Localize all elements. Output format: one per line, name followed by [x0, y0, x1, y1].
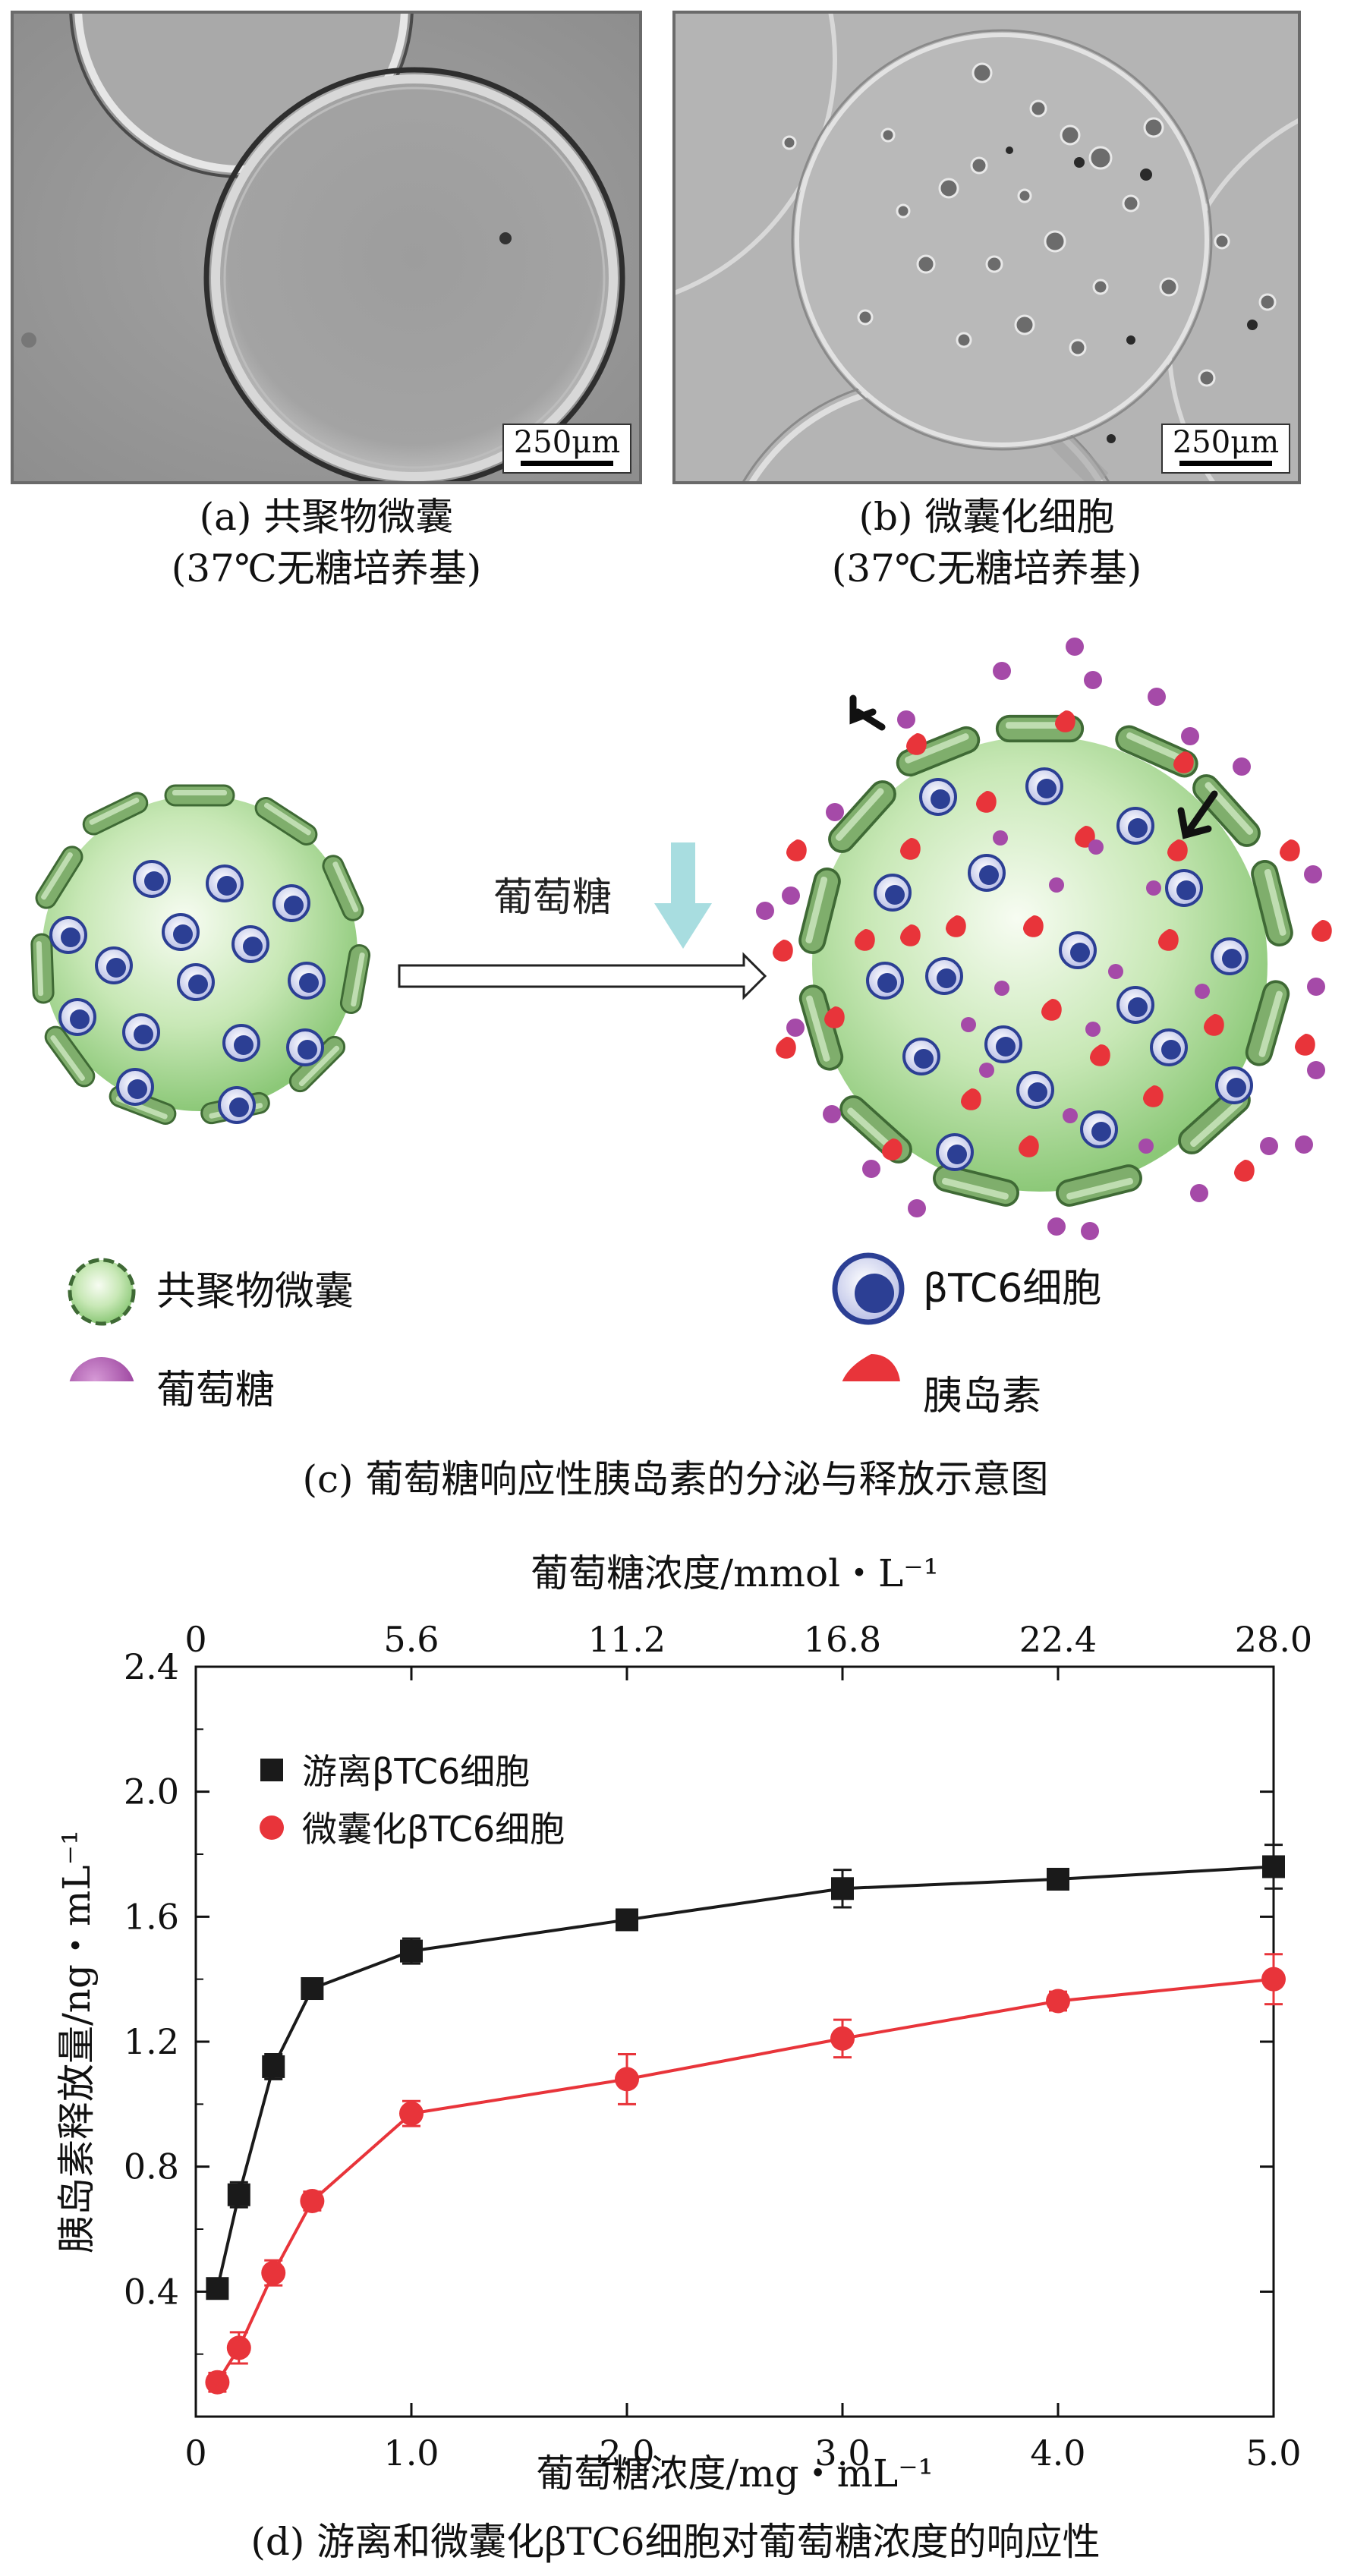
glucose-outside — [756, 638, 1325, 1240]
x-axis-title: 葡萄糖浓度/mg・mL⁻¹ — [536, 2452, 933, 2496]
legend-glucose-icon — [69, 1357, 134, 1381]
caption-a-line1: (a) 共聚物微囊 — [199, 495, 454, 539]
y-tick-label: 2.0 — [124, 1771, 179, 1812]
x2-tick-label: 11.2 — [588, 1619, 666, 1660]
data-point — [399, 2101, 424, 2126]
legend-cell-icon — [832, 1252, 905, 1325]
caption-d: (d) 游离和微囊化βTC6细胞对葡萄糖浓度的响应性 — [250, 2520, 1101, 2564]
scale-bar-b: 250μm — [1161, 424, 1290, 474]
legend-cell-label: βTC6细胞 — [923, 1266, 1102, 1312]
data-point — [1047, 1867, 1069, 1891]
data-point — [300, 2188, 325, 2213]
chart-series — [205, 1844, 1286, 2395]
glucose-inside — [961, 830, 1210, 1154]
transition-arrow — [398, 952, 767, 1000]
y-tick-label: 0.8 — [124, 2146, 179, 2187]
caption-b-line1: (b) 微囊化细胞 — [858, 495, 1115, 539]
caption-a-line2: (37℃无糖培养基) — [171, 546, 482, 590]
micrograph-b: 250μm — [672, 11, 1301, 484]
series-1 — [206, 1844, 1285, 2300]
x-tick-label: 1.0 — [383, 2433, 439, 2474]
y-tick-labels: 0.4 0.8 1.2 1.6 2.0 2.4 — [124, 1646, 179, 2312]
x2-axis-title: 葡萄糖浓度/mmol・L⁻¹ — [531, 1551, 938, 1595]
legend-marker — [260, 1759, 283, 1781]
data-point — [1261, 1967, 1286, 1992]
y-tick-label: 1.2 — [124, 2021, 179, 2062]
data-point — [205, 2370, 230, 2395]
caption-b-line2: (37℃无糖培养基) — [831, 546, 1142, 590]
legend-microcapsule-label: 共聚物微囊 — [156, 1269, 354, 1315]
caption-c: (c) 葡萄糖响应性胰岛素的分泌与释放示意图 — [302, 1457, 1049, 1501]
legend-glucose-label: 葡萄糖 — [156, 1368, 276, 1413]
enter-arrow — [1177, 790, 1218, 839]
x-tick-label: 5.0 — [1246, 2433, 1301, 2474]
x-tick-label: 2.0 — [599, 2433, 654, 2474]
schematic-c: 葡萄糖 — [30, 638, 1332, 1381]
x2-tick-label: 0 — [184, 1619, 206, 1660]
glucose-down-arrow — [654, 842, 712, 949]
arrow-label: 葡萄糖 — [493, 875, 612, 921]
x2-tick-label: 28.0 — [1235, 1619, 1312, 1660]
axis-ticks — [194, 1665, 1275, 2417]
micrograph-a: 250μm — [11, 11, 642, 484]
legend-insulin-label: 胰岛素 — [923, 1374, 1042, 1419]
data-point — [1262, 1855, 1285, 1878]
x-tick-label: 3.0 — [814, 2433, 870, 2474]
data-point — [1046, 1989, 1070, 2014]
series-line — [216, 1977, 1274, 2383]
y-tick-label: 2.4 — [124, 1646, 179, 1687]
x2-tick-label: 22.4 — [1019, 1619, 1097, 1660]
data-point — [261, 2260, 286, 2285]
y-axis-title: 胰岛素释放量/ng・mL⁻¹ — [55, 1830, 99, 2253]
large-capsule — [795, 694, 1296, 1210]
data-point — [262, 2055, 285, 2078]
legend-insulin-icon — [842, 1354, 900, 1381]
data-point — [226, 2335, 251, 2360]
data-point — [831, 1877, 854, 1901]
legend-microcapsule-icon — [68, 1258, 136, 1326]
data-point — [301, 1977, 324, 2001]
x2-tick-label: 5.6 — [383, 1619, 439, 1660]
exit-arrow — [849, 694, 886, 731]
x-tick-label: 4.0 — [1030, 2433, 1085, 2474]
x-tick-label: 0 — [184, 2433, 206, 2474]
data-point — [615, 2067, 639, 2092]
data-point — [616, 1908, 638, 1932]
x2-tick-label: 16.8 — [804, 1619, 881, 1660]
y-tick-label: 0.4 — [124, 2271, 179, 2312]
small-capsule — [30, 784, 373, 1128]
data-point — [400, 1939, 423, 1963]
series-line — [216, 1865, 1274, 2289]
x2-tick-labels: 0 5.6 11.2 16.8 22.4 28.0 — [184, 1619, 1312, 1660]
scale-label-a: 250μm — [513, 425, 621, 460]
scale-label-b: 250μm — [1172, 425, 1280, 460]
data-point — [227, 2183, 250, 2206]
series-2 — [205, 1953, 1286, 2395]
y-tick-label: 1.6 — [124, 1896, 179, 1937]
legend-label: 微囊化βTC6细胞 — [302, 1809, 565, 1850]
scale-bar-a: 250μm — [502, 424, 631, 474]
legend-label: 游离βTC6细胞 — [302, 1751, 530, 1792]
data-point — [206, 2277, 229, 2300]
chart-d: 葡萄糖浓度/mmol・L⁻¹ 0 5.6 11.2 16.8 22.4 28.0 0.40… — [55, 1551, 1312, 2496]
x-tick-labels: 0 1.0 2.0 3.0 4.0 5.0 — [184, 2433, 1301, 2474]
data-point — [830, 2026, 855, 2051]
legend-marker — [260, 1815, 284, 1840]
